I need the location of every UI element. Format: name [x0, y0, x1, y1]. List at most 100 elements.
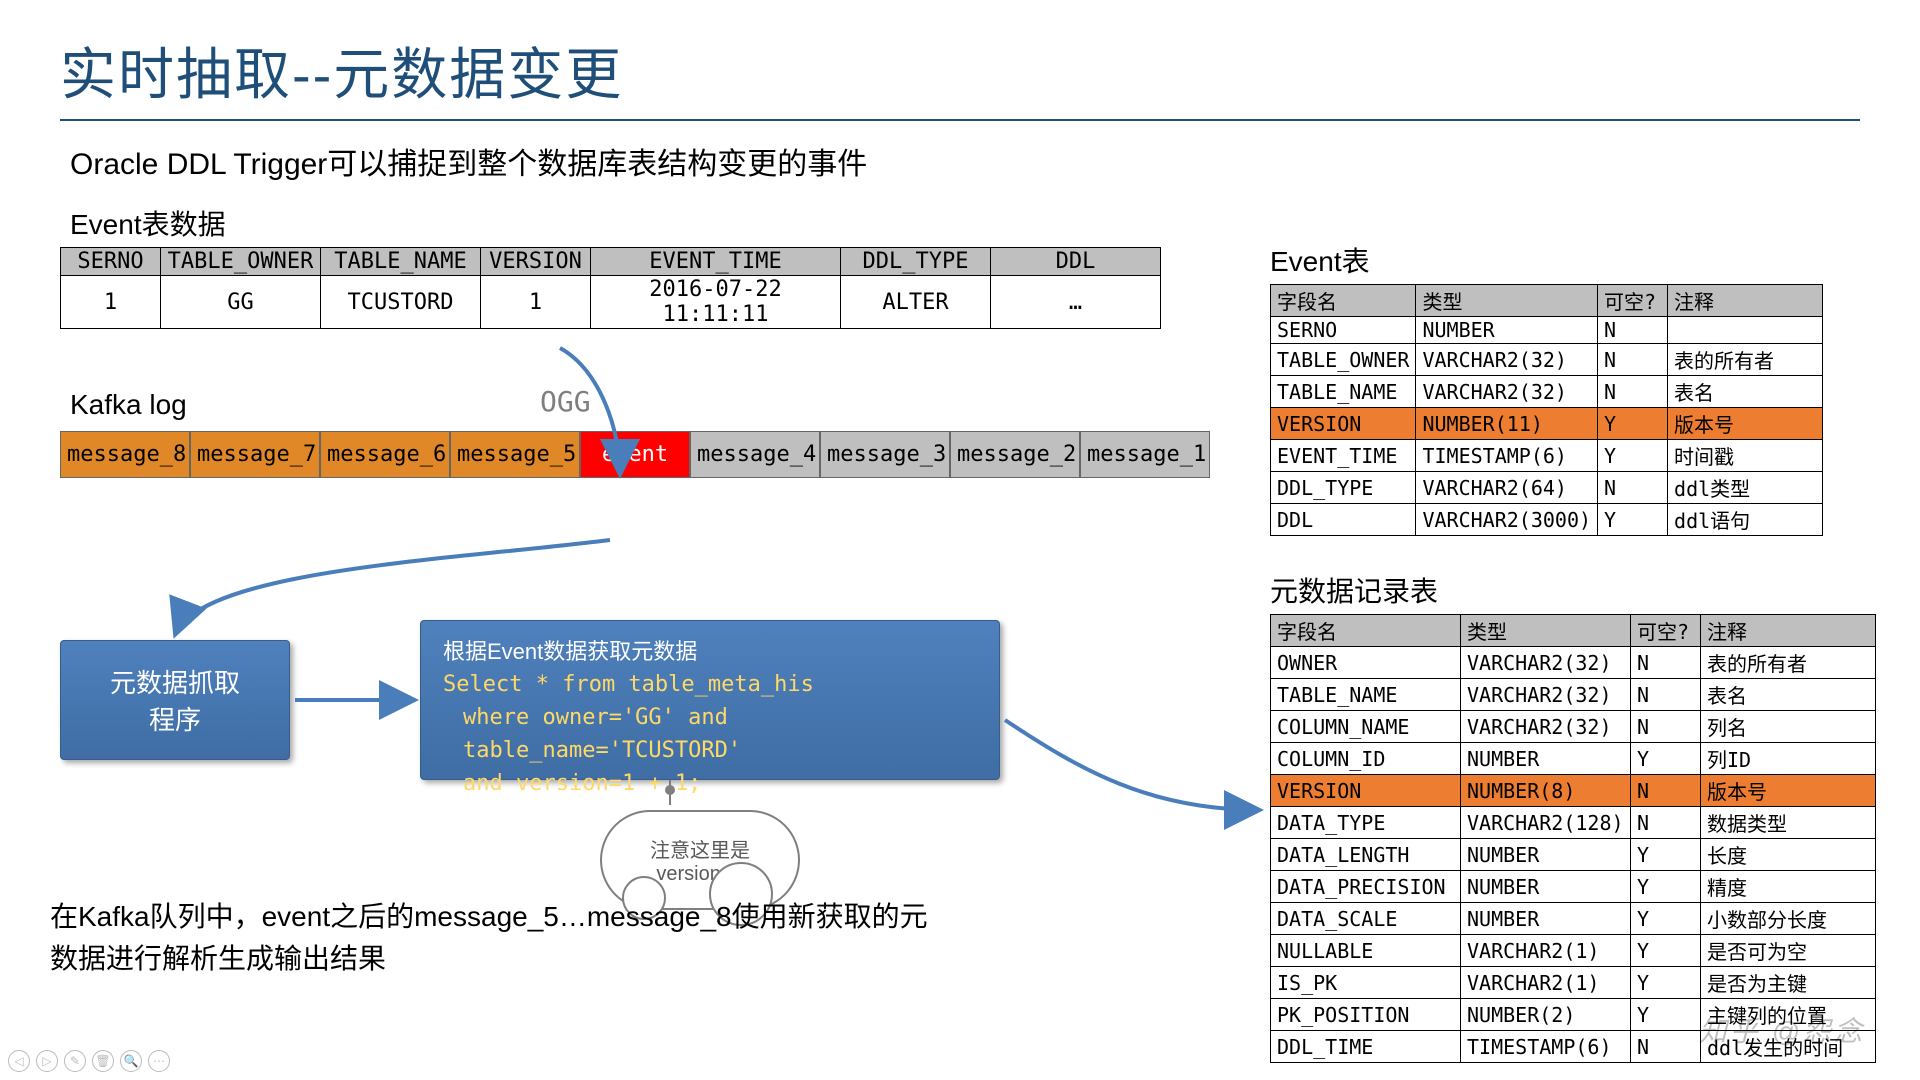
schema-cell: N: [1631, 775, 1701, 807]
kafka-cell: message_8: [60, 431, 190, 478]
kafka-cell: message_1: [1080, 431, 1210, 478]
event-schema-table: 字段名类型可空?注释SERNONUMBERNTABLE_OWNERVARCHAR…: [1270, 284, 1823, 536]
schema-cell: VERSION: [1271, 775, 1461, 807]
schema-cell: Y: [1631, 967, 1701, 999]
schema-cell: 是否为主键: [1701, 967, 1876, 999]
event-data-label: Event表数据: [70, 203, 1860, 243]
schema-cell: Y: [1631, 999, 1701, 1031]
schema-header: 字段名: [1271, 285, 1416, 317]
schema-cell: N: [1631, 647, 1701, 679]
kafka-cell: event: [580, 431, 690, 478]
schema-cell: TABLE_OWNER: [1271, 344, 1416, 376]
schema-cell: N: [1598, 344, 1668, 376]
meta-fetch-program-box: 元数据抓取程序: [60, 640, 290, 760]
schema-cell: 数据类型: [1701, 807, 1876, 839]
event-data-cell: …: [991, 276, 1161, 329]
schema-cell: TIMESTAMP(6): [1416, 440, 1598, 472]
schema-cell: NUMBER: [1461, 903, 1631, 935]
schema-cell: VARCHAR2(3000): [1416, 504, 1598, 536]
nav-icons[interactable]: ◁ ▷ ✎ 🗑 🔍 ⋯: [8, 1050, 170, 1072]
schema-cell: VARCHAR2(128): [1461, 807, 1631, 839]
schema-cell: IS_PK: [1271, 967, 1461, 999]
schema-cell: VARCHAR2(1): [1461, 967, 1631, 999]
event-data-cell: TCUSTORD: [321, 276, 481, 329]
event-data-cell: ALTER: [841, 276, 991, 329]
schema-cell: VARCHAR2(32): [1416, 376, 1598, 408]
schema-cell: NUMBER: [1461, 839, 1631, 871]
schema-cell: N: [1631, 679, 1701, 711]
event-data-cell: 1: [481, 276, 591, 329]
kafka-cell: message_7: [190, 431, 320, 478]
schema-header: 注释: [1668, 285, 1823, 317]
meta-schema-label: 元数据记录表: [1270, 570, 1876, 610]
schema-header: 注释: [1701, 615, 1876, 647]
schema-cell: 精度: [1701, 871, 1876, 903]
schema-cell: ddl类型: [1668, 472, 1823, 504]
schema-cell: Y: [1598, 504, 1668, 536]
event-data-header: TABLE_OWNER: [161, 248, 321, 276]
kafka-cell: message_6: [320, 431, 450, 478]
schema-cell: NUMBER(2): [1461, 999, 1631, 1031]
nav-icon[interactable]: ✎: [64, 1050, 86, 1072]
schema-cell: NUMBER: [1461, 871, 1631, 903]
schema-cell: NUMBER: [1416, 317, 1598, 344]
nav-icon[interactable]: ◁: [8, 1050, 30, 1072]
proc-small-line1: 元数据抓取: [110, 668, 240, 698]
event-data-header: EVENT_TIME: [591, 248, 841, 276]
schema-cell: 表的所有者: [1701, 647, 1876, 679]
event-data-cell: 2016-07-22 11:11:11: [591, 276, 841, 329]
schema-cell: EVENT_TIME: [1271, 440, 1416, 472]
nav-icon[interactable]: ▷: [36, 1050, 58, 1072]
subtitle: Oracle DDL Trigger可以捕捉到整个数据库表结构变更的事件: [70, 139, 1860, 183]
schema-cell: VARCHAR2(32): [1416, 344, 1598, 376]
sql-query-box: 根据Event数据获取元数据 Select * from table_meta_…: [420, 620, 1000, 780]
meta-schema-table: 字段名类型可空?注释OWNERVARCHAR2(32)N表的所有者TABLE_N…: [1270, 614, 1876, 1063]
schema-cell: 版本号: [1668, 408, 1823, 440]
schema-cell: DATA_LENGTH: [1271, 839, 1461, 871]
schema-cell: NUMBER: [1461, 743, 1631, 775]
proc-small-line2: 程序: [149, 705, 201, 735]
schema-cell: Y: [1631, 903, 1701, 935]
nav-icon[interactable]: ⋯: [148, 1050, 170, 1072]
nav-icon[interactable]: 🔍: [120, 1050, 142, 1072]
proc-big-line1: 根据Event数据获取元数据: [443, 635, 977, 668]
schema-cell: 是否可为空: [1701, 935, 1876, 967]
schema-cell: N: [1631, 711, 1701, 743]
schema-cell: VARCHAR2(1): [1461, 935, 1631, 967]
schema-cell: N: [1598, 376, 1668, 408]
event-data-header: SERNO: [61, 248, 161, 276]
schema-cell: NUMBER(11): [1416, 408, 1598, 440]
schema-cell: VERSION: [1271, 408, 1416, 440]
schema-cell: TABLE_NAME: [1271, 679, 1461, 711]
event-data-cell: GG: [161, 276, 321, 329]
ogg-label: OGG: [540, 385, 591, 418]
schema-cell: SERNO: [1271, 317, 1416, 344]
proc-big-line2: Select * from table_meta_his: [443, 668, 977, 701]
schema-cell: COLUMN_NAME: [1271, 711, 1461, 743]
event-schema-label: Event表: [1270, 240, 1823, 280]
schema-cell: N: [1598, 472, 1668, 504]
schema-cell: 列名: [1701, 711, 1876, 743]
schema-cell: DATA_SCALE: [1271, 903, 1461, 935]
schema-cell: Y: [1631, 935, 1701, 967]
schema-cell: COLUMN_ID: [1271, 743, 1461, 775]
schema-header: 类型: [1416, 285, 1598, 317]
nav-icon[interactable]: 🗑: [92, 1050, 114, 1072]
schema-cell: DDL_TYPE: [1271, 472, 1416, 504]
schema-cell: 表的所有者: [1668, 344, 1823, 376]
schema-cell: N: [1631, 807, 1701, 839]
cloud-line1: 注意这里是: [650, 840, 750, 862]
kafka-cell: message_2: [950, 431, 1080, 478]
schema-header: 字段名: [1271, 615, 1461, 647]
schema-cell: 表名: [1701, 679, 1876, 711]
schema-cell: 时间戳: [1668, 440, 1823, 472]
schema-cell: DDL_TIME: [1271, 1031, 1461, 1063]
schema-cell: VARCHAR2(32): [1461, 711, 1631, 743]
event-data-header: DDL_TYPE: [841, 248, 991, 276]
schema-header: 可空?: [1631, 615, 1701, 647]
schema-cell: 长度: [1701, 839, 1876, 871]
cloud-line2: version+1: [656, 863, 743, 885]
proc-big-line3: where owner='GG' and table_name='TCUSTOR…: [443, 701, 977, 767]
schema-cell: PK_POSITION: [1271, 999, 1461, 1031]
schema-cell: DATA_TYPE: [1271, 807, 1461, 839]
